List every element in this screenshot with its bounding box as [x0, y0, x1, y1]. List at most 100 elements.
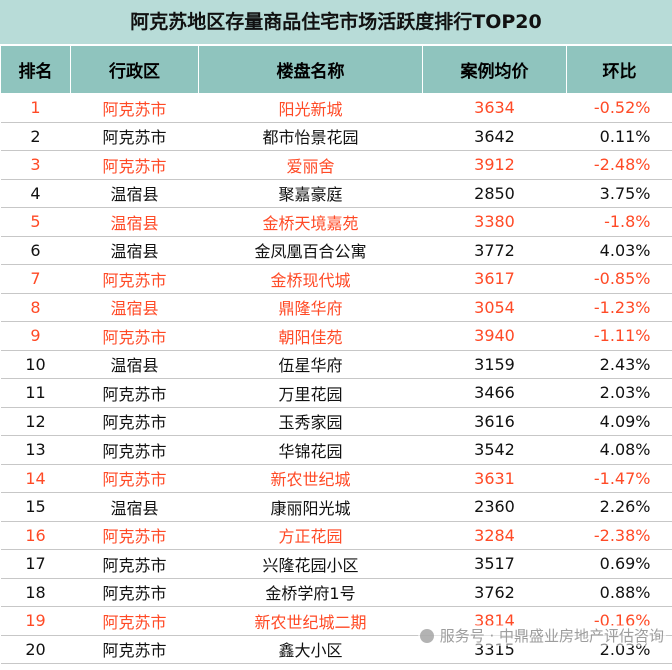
- cell-district: 阿克苏市: [70, 578, 199, 607]
- cell-district: 温宿县: [70, 236, 199, 265]
- header-project-name: 楼盘名称: [198, 45, 423, 94]
- cell-avg-price: 3380: [422, 207, 567, 237]
- cell-rank: 11: [0, 378, 71, 408]
- table-row: 18 阿克苏市 金桥学府1号 3762 0.88%: [0, 578, 672, 607]
- cell-project-name: 方正花园: [198, 521, 423, 550]
- cell-district: 阿克苏市: [70, 150, 199, 180]
- cell-project-name: 朝阳佳苑: [198, 321, 423, 351]
- cell-change: -2.48%: [566, 150, 672, 180]
- cell-project-name: 伍星华府: [198, 350, 423, 379]
- ranking-table: 排名 行政区 楼盘名称 案例均价 环比 1 阿克苏市 阳光新城 3634 -0.52% 2…: [0, 45, 672, 664]
- cell-change: 2.03%: [566, 378, 672, 408]
- table-row: 3 阿克苏市 爱丽舍 3912 -2.48%: [0, 150, 672, 180]
- table-row: 2 阿克苏市 都市怡景花园 3642 0.11%: [0, 122, 672, 151]
- cell-change: 2.26%: [566, 492, 672, 522]
- cell-district: 阿克苏市: [70, 378, 199, 408]
- cell-change: 2.43%: [566, 350, 672, 379]
- table-row: 12 阿克苏市 玉秀家园 3616 4.09%: [0, 407, 672, 436]
- cell-district: 阿克苏市: [70, 549, 199, 579]
- cell-avg-price: 3466: [422, 378, 567, 408]
- table-row: 14 阿克苏市 新农世纪城 3631 -1.47%: [0, 464, 672, 493]
- cell-project-name: 康丽阳光城: [198, 492, 423, 522]
- cell-district: 阿克苏市: [70, 435, 199, 465]
- table-row: 16 阿克苏市 方正花园 3284 -2.38%: [0, 521, 672, 550]
- cell-avg-price: 3054: [422, 293, 567, 322]
- cell-avg-price: 3284: [422, 521, 567, 550]
- cell-district: 温宿县: [70, 350, 199, 379]
- cell-project-name: 华锦花园: [198, 435, 423, 465]
- cell-district: 温宿县: [70, 293, 199, 322]
- table-row: 8 温宿县 鼎隆华府 3054 -1.23%: [0, 293, 672, 322]
- cell-avg-price: 2360: [422, 492, 567, 522]
- cell-avg-price: 3634: [422, 93, 567, 123]
- cell-project-name: 玉秀家园: [198, 407, 423, 436]
- cell-rank: 8: [0, 293, 71, 322]
- header-rank: 排名: [0, 45, 71, 94]
- cell-avg-price: 3912: [422, 150, 567, 180]
- cell-rank: 14: [0, 464, 71, 493]
- cell-rank: 13: [0, 435, 71, 465]
- table-row: 5 温宿县 金桥天境嘉苑 3380 -1.8%: [0, 207, 672, 237]
- cell-district: 阿克苏市: [70, 321, 199, 351]
- cell-project-name: 鑫大小区: [198, 635, 423, 664]
- table-row: 11 阿克苏市 万里花园 3466 2.03%: [0, 378, 672, 408]
- table-row: 20 阿克苏市 鑫大小区 3315 2.03%: [0, 635, 672, 664]
- table-row: 13 阿克苏市 华锦花园 3542 4.08%: [0, 435, 672, 465]
- cell-change: 4.09%: [566, 407, 672, 436]
- cell-district: 阿克苏市: [70, 521, 199, 550]
- cell-change: 4.03%: [566, 236, 672, 265]
- table-row: 4 温宿县 聚嘉豪庭 2850 3.75%: [0, 179, 672, 208]
- cell-avg-price: 3762: [422, 578, 567, 607]
- cell-rank: 16: [0, 521, 71, 550]
- table-row: 1 阿克苏市 阳光新城 3634 -0.52%: [0, 93, 672, 123]
- cell-project-name: 金桥现代城: [198, 264, 423, 294]
- header-district: 行政区: [70, 45, 199, 94]
- cell-district: 温宿县: [70, 179, 199, 208]
- cell-change: -1.8%: [566, 207, 672, 237]
- cell-rank: 10: [0, 350, 71, 379]
- cell-avg-price: 3616: [422, 407, 567, 436]
- table-row: 10 温宿县 伍星华府 3159 2.43%: [0, 350, 672, 379]
- cell-rank: 15: [0, 492, 71, 522]
- cell-change: 0.69%: [566, 549, 672, 579]
- cell-district: 温宿县: [70, 207, 199, 237]
- table-row: 17 阿克苏市 兴隆花园小区 3517 0.69%: [0, 549, 672, 579]
- cell-district: 阿克苏市: [70, 264, 199, 294]
- cell-project-name: 鼎隆华府: [198, 293, 423, 322]
- cell-district: 阿克苏市: [70, 606, 199, 636]
- cell-project-name: 兴隆花园小区: [198, 549, 423, 579]
- cell-district: 阿克苏市: [70, 635, 199, 664]
- cell-district: 阿克苏市: [70, 93, 199, 123]
- cell-change: 0.88%: [566, 578, 672, 607]
- cell-change: -1.23%: [566, 293, 672, 322]
- cell-project-name: 聚嘉豪庭: [198, 179, 423, 208]
- cell-district: 阿克苏市: [70, 464, 199, 493]
- cell-rank: 5: [0, 207, 71, 237]
- cell-avg-price: 3517: [422, 549, 567, 579]
- cell-avg-price: 3159: [422, 350, 567, 379]
- cell-avg-price: 3617: [422, 264, 567, 294]
- cell-project-name: 金桥学府1号: [198, 578, 423, 607]
- header-row: 排名 行政区 楼盘名称 案例均价 环比: [0, 45, 672, 94]
- header-avg-price: 案例均价: [422, 45, 567, 94]
- cell-rank: 6: [0, 236, 71, 265]
- cell-district: 阿克苏市: [70, 122, 199, 151]
- table-row: 15 温宿县 康丽阳光城 2360 2.26%: [0, 492, 672, 522]
- header-change: 环比: [566, 45, 672, 94]
- cell-rank: 7: [0, 264, 71, 294]
- cell-rank: 20: [0, 635, 71, 664]
- cell-rank: 17: [0, 549, 71, 579]
- cell-rank: 3: [0, 150, 71, 180]
- cell-rank: 2: [0, 122, 71, 151]
- cell-project-name: 爱丽舍: [198, 150, 423, 180]
- cell-rank: 4: [0, 179, 71, 208]
- cell-avg-price: 3940: [422, 321, 567, 351]
- cell-rank: 12: [0, 407, 71, 436]
- cell-district: 阿克苏市: [70, 407, 199, 436]
- cell-change: 3.75%: [566, 179, 672, 208]
- cell-change: -1.47%: [566, 464, 672, 493]
- cell-district: 温宿县: [70, 492, 199, 522]
- table-row: 6 温宿县 金凤凰百合公寓 3772 4.03%: [0, 236, 672, 265]
- cell-rank: 18: [0, 578, 71, 607]
- cell-project-name: 金桥天境嘉苑: [198, 207, 423, 237]
